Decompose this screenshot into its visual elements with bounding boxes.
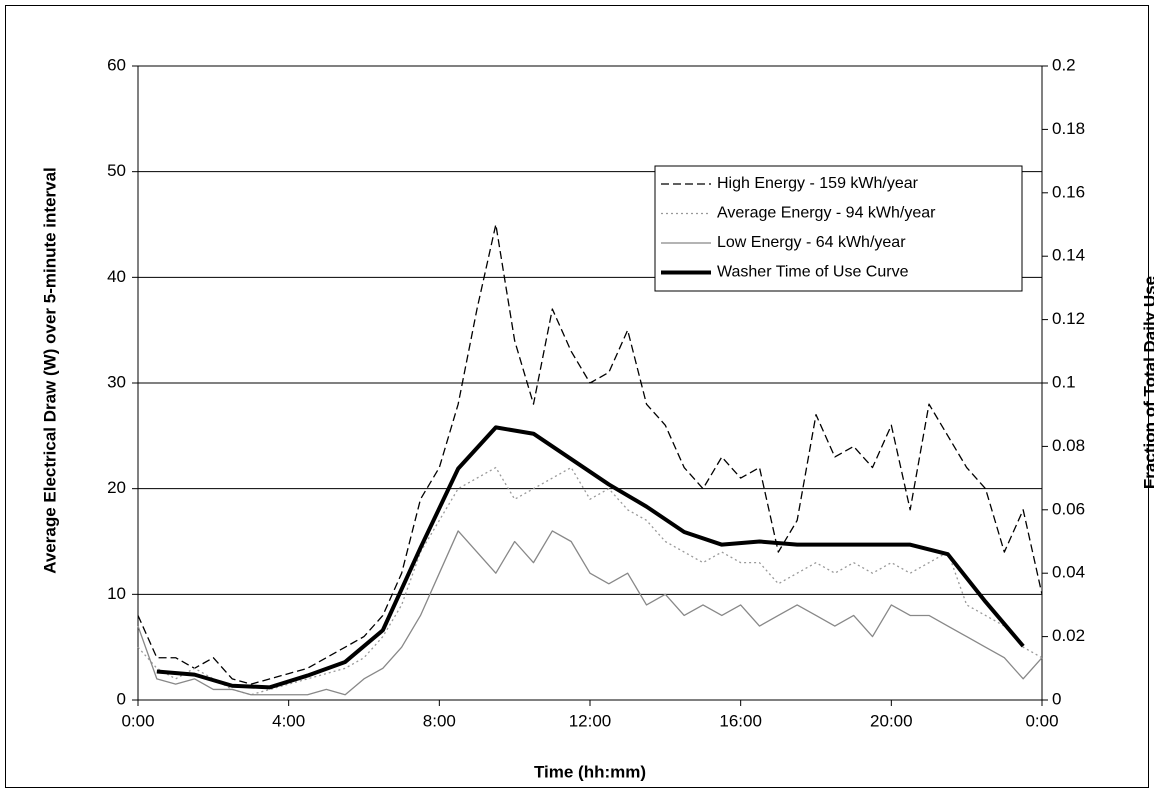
y-tick-label: 30: [107, 372, 126, 391]
x-tick-label: 16:00: [719, 711, 762, 730]
series-line: [137, 466, 1043, 696]
y2-tick-label: 0.18: [1052, 119, 1085, 138]
y2-tick-label: 0.08: [1052, 436, 1085, 455]
y2-tick-label: 0.04: [1052, 563, 1085, 582]
legend-box: [654, 165, 1023, 292]
y2-tick-label: 0.2: [1052, 55, 1076, 74]
legend-label: Average Energy - 94 kWh/year: [717, 205, 936, 222]
y2-tick-label: 0.06: [1052, 499, 1085, 518]
y-tick-label: 40: [107, 267, 126, 286]
x-tick-label: 12:00: [569, 711, 612, 730]
y2-tick-label: 0.14: [1052, 246, 1085, 265]
y-tick-label: 60: [107, 55, 126, 74]
series-line: [137, 530, 1043, 696]
x-tick-label: 8:00: [423, 711, 456, 730]
x-axis-title: Time (hh:mm): [534, 762, 646, 781]
y2-tick-label: 0: [1052, 689, 1061, 708]
x-tick-label: 20:00: [870, 711, 913, 730]
plot-frame: [137, 65, 1043, 701]
y2-tick-label: 0.16: [1052, 182, 1085, 201]
series-line: [137, 223, 1043, 685]
x-tick-label: 4:00: [272, 711, 305, 730]
y-tick-label: 0: [117, 689, 126, 708]
y-axis-title: Average Electrical Draw (W) over 5-minut…: [40, 167, 60, 574]
series-line: [156, 425, 1025, 690]
y-tick-label: 10: [107, 584, 126, 603]
chart-border: [5, 5, 1149, 788]
legend-label: High Energy - 159 kWh/year: [717, 175, 919, 192]
x-tick-label: 0:00: [121, 711, 154, 730]
x-tick-label: 0:00: [1025, 711, 1058, 730]
y2-tick-label: 0.12: [1052, 309, 1085, 328]
y2-axis-title: Fraction of Total Daily Use: [1140, 275, 1154, 490]
y-tick-label: 20: [107, 478, 126, 497]
y-tick-label: 50: [107, 161, 126, 180]
y2-tick-label: 0.1: [1052, 372, 1076, 391]
y2-tick-label: 0.02: [1052, 626, 1085, 645]
legend-label: Low Energy - 64 kWh/year: [717, 234, 906, 251]
legend-label: Washer Time of Use Curve: [717, 264, 909, 281]
